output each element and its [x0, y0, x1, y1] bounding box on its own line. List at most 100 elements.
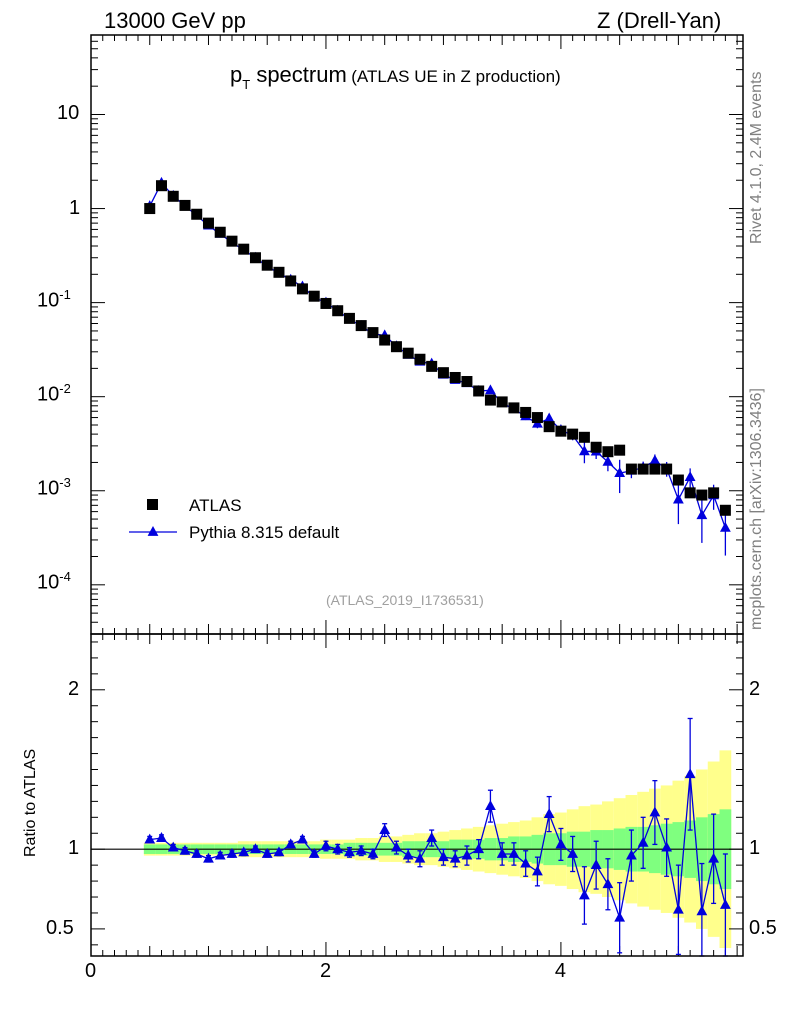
- data-marker: [578, 431, 590, 443]
- y-tick-base: 10: [37, 383, 60, 406]
- ratio-marker: [167, 841, 179, 852]
- main-panel-frame: [90, 34, 744, 635]
- data-marker: [672, 474, 684, 486]
- ratio-marker: [485, 800, 496, 811]
- y-tick-base: 10: [37, 289, 60, 312]
- title-p: p: [230, 62, 243, 87]
- data-marker: [661, 463, 673, 475]
- title-subtitle: (ATLAS UE in Z production): [351, 67, 561, 86]
- ratio-marker: [344, 846, 355, 857]
- ratio-marker: [649, 806, 661, 817]
- analysis-watermark: (ATLAS_2019_I1736531): [326, 592, 484, 608]
- y-tick-label: 10-4: [37, 569, 71, 595]
- ratio-marker: [555, 838, 567, 849]
- ratio-marker: [179, 844, 191, 855]
- ratio-marker: [708, 852, 720, 863]
- data-marker: [285, 275, 297, 287]
- ratio-marker: [496, 847, 508, 858]
- legend-mc-marker: [147, 526, 159, 536]
- ratio-marker: [332, 843, 344, 854]
- data-marker: [249, 252, 261, 264]
- y-tick-label: 10: [57, 102, 79, 125]
- ratio-marker: [449, 852, 461, 863]
- ratio-marker: [532, 865, 543, 876]
- ratio-marker: [297, 833, 308, 844]
- data-marker: [367, 327, 379, 339]
- data-marker: [614, 444, 626, 456]
- mc-marker: [543, 412, 555, 423]
- ratio-y-tick-label: 1: [749, 837, 761, 860]
- data-marker: [214, 226, 226, 238]
- y-tick-base: 10: [57, 102, 80, 125]
- data-series: [144, 180, 731, 516]
- data-marker: [567, 428, 579, 440]
- ratio-y-axis-label: Ratio to ATLAS: [22, 748, 39, 857]
- y-tick-label: 10-3: [37, 475, 71, 501]
- ratio-y-tick-label: 1: [68, 837, 80, 860]
- data-marker: [555, 425, 567, 437]
- ratio-y-tick-label: 0.5: [46, 916, 74, 939]
- ratio-marker: [320, 840, 332, 850]
- ratio-marker: [273, 846, 285, 857]
- ratio-marker: [579, 889, 590, 900]
- data-marker: [402, 347, 414, 359]
- ratio-marker: [661, 841, 673, 852]
- data-marker: [202, 217, 214, 229]
- mc-marker: [614, 467, 626, 478]
- data-marker: [496, 396, 508, 408]
- ratio-panel-frame: [90, 633, 744, 957]
- data-marker: [261, 259, 273, 271]
- y-tick-base: 1: [69, 196, 81, 219]
- data-marker: [320, 297, 332, 309]
- ratio-marker: [672, 903, 684, 914]
- legend-mc-label: Pythia 8.315 default: [189, 523, 340, 542]
- mc-marker: [649, 454, 661, 465]
- data-marker: [332, 305, 344, 317]
- data-marker: [167, 190, 179, 202]
- y-tick-exponent: -3: [59, 474, 71, 490]
- ratio-series: [144, 717, 731, 957]
- ratio-marker: [214, 849, 226, 860]
- y-tick-exponent: -1: [59, 286, 71, 302]
- ratio-marker: [226, 847, 238, 858]
- data-marker: [520, 406, 532, 418]
- ratio-y-tick-label: 2: [68, 677, 80, 700]
- ratio-marker: [355, 844, 367, 855]
- data-marker: [649, 463, 661, 475]
- ratio-marker: [520, 857, 532, 868]
- data-marker: [308, 290, 320, 302]
- header-process: Z (Drell-Yan): [597, 8, 722, 33]
- ratio-marker: [191, 847, 203, 858]
- data-marker: [426, 360, 438, 372]
- mc-marker: [485, 384, 496, 395]
- data-marker: [238, 243, 250, 255]
- title-spectrum: spectrum: [250, 62, 347, 87]
- mcplots-label: mcplots.cern.ch [arXiv:1306.3436]: [748, 388, 765, 630]
- ratio-marker: [250, 843, 261, 854]
- data-marker: [602, 446, 614, 458]
- data-marker: [461, 376, 473, 388]
- data-marker: [625, 463, 637, 475]
- data-marker: [449, 371, 461, 383]
- ratio-marker: [156, 832, 167, 842]
- x-tick-label: 4: [554, 960, 567, 982]
- data-marker: [296, 283, 308, 295]
- data-marker: [637, 463, 649, 475]
- y-tick-label: 1: [69, 197, 80, 220]
- y-tick-base: 10: [37, 571, 60, 594]
- data-marker: [273, 266, 285, 278]
- data-marker: [590, 441, 602, 453]
- data-marker: [437, 367, 449, 379]
- ratio-marker: [438, 851, 449, 862]
- ratio-y-tick-label: 2: [749, 677, 761, 700]
- mc-marker: [696, 509, 708, 520]
- data-marker: [343, 312, 355, 324]
- ratio-marker: [696, 905, 708, 916]
- data-marker: [508, 402, 520, 414]
- y-tick-exponent: -2: [59, 380, 71, 396]
- data-marker: [191, 208, 203, 220]
- ratio-marker: [614, 911, 626, 922]
- mc-marker: [719, 521, 731, 532]
- ratio-marker: [684, 768, 696, 779]
